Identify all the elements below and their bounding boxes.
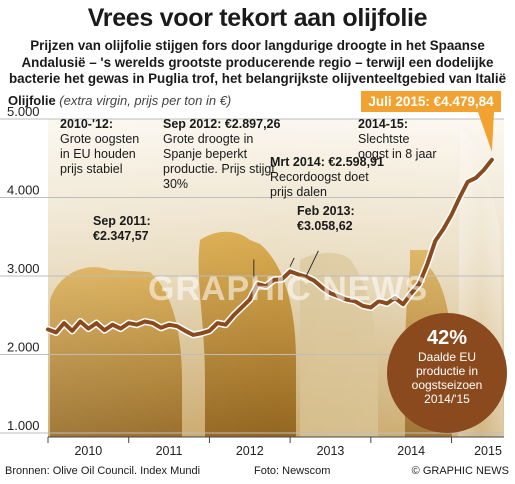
annotation-heading: Feb 2013: <box>297 204 355 218</box>
page-subtitle: Prijzen van olijfolie stijgen fors door … <box>8 38 507 86</box>
production-drop-badge: 42% Daalde EU productie in oogstseizoen … <box>387 313 507 433</box>
badge-text: Daalde EU productie in oogstseizoen 2014… <box>411 350 483 406</box>
callout-pointer <box>478 112 494 152</box>
annotation-value: €3.058,62 <box>297 219 353 233</box>
annotation-heading: Mrt 2014: €2.598,91 <box>270 155 384 169</box>
x-axis: 2010 2011 2012 2013 2014 2015 <box>47 436 504 458</box>
annotation-text: Slechtste oogst in 8 jaar <box>358 132 437 161</box>
x-tick-label: 2014 <box>397 444 425 458</box>
source-note: Bronnen: Olive Oil Council. Index Mundi <box>5 465 201 477</box>
chart-label: Olijfolie (extra virgin, prijs per ton i… <box>8 93 231 108</box>
page-title: Vrees voor tekort aan olijfolie <box>87 4 428 32</box>
y-tick-label: 4.000 <box>7 183 40 198</box>
annotation-text: Recordoogst doet prijs dalen <box>270 170 369 199</box>
annotation-heading: Sep 2012: €2.897,26 <box>163 117 281 131</box>
annotation-heading: 2010-'12: <box>60 117 114 131</box>
annotation-sep-2011: Sep 2011: €2.347,57 <box>93 214 151 244</box>
annotation-pointers <box>253 112 494 280</box>
annotation-feb-2013: Feb 2013: €3.058,62 <box>297 204 355 234</box>
x-tick-label: 2013 <box>317 444 345 458</box>
annotation-mrt-2014: Mrt 2014: €2.598,91 Recordoogst doet pri… <box>270 155 384 200</box>
y-tick-label: 2.000 <box>7 340 40 355</box>
annotation-value: €2.347,57 <box>93 229 149 243</box>
y-tick-label: 1.000 <box>7 418 40 433</box>
annotation-heading: Sep 2011: <box>93 214 151 228</box>
annotation-leader <box>289 257 295 267</box>
annotation-2014-15: 2014-15: Slechtste oogst in 8 jaar <box>358 117 437 162</box>
photo-credit: Foto: Newscom <box>254 465 331 477</box>
x-tick-label: 2011 <box>156 444 183 458</box>
annotation-2010-12: 2010-'12: Grote oogsten in EU houden pri… <box>60 117 139 177</box>
x-tick-label: 2015 <box>474 444 502 458</box>
annotation-text: Grote droogte in Spanje beperkt producti… <box>163 132 275 191</box>
peak-price-callout: Juli 2015: €4.479,84 <box>361 91 501 112</box>
watermark: GRAPHIC NEWS <box>148 270 429 308</box>
annotation-sep-2012: Sep 2012: €2.897,26 Grote droogte in Spa… <box>163 117 280 192</box>
annotation-text: Grote oogsten in EU houden prijs stabiel <box>60 132 140 176</box>
y-tick-label: 3.000 <box>7 261 40 276</box>
series-line <box>46 157 494 337</box>
y-axis: 5.000 4.000 3.000 2.000 1.000 <box>7 104 40 433</box>
y-tick-label: 5.000 <box>7 104 40 119</box>
price-series <box>44 156 496 339</box>
x-tick-label: 2010 <box>74 444 102 458</box>
annotation-heading: 2014-15: <box>358 117 409 131</box>
chart-label-detail: (extra virgin, prijs per ton in €) <box>59 93 232 108</box>
chart-label-main: Olijfolie <box>8 93 56 108</box>
badge-percentage: 42% <box>426 327 468 349</box>
annotation-leader <box>305 250 319 277</box>
copyright: © GRAPHIC NEWS <box>411 465 509 477</box>
x-tick-label: 2012 <box>236 444 264 458</box>
